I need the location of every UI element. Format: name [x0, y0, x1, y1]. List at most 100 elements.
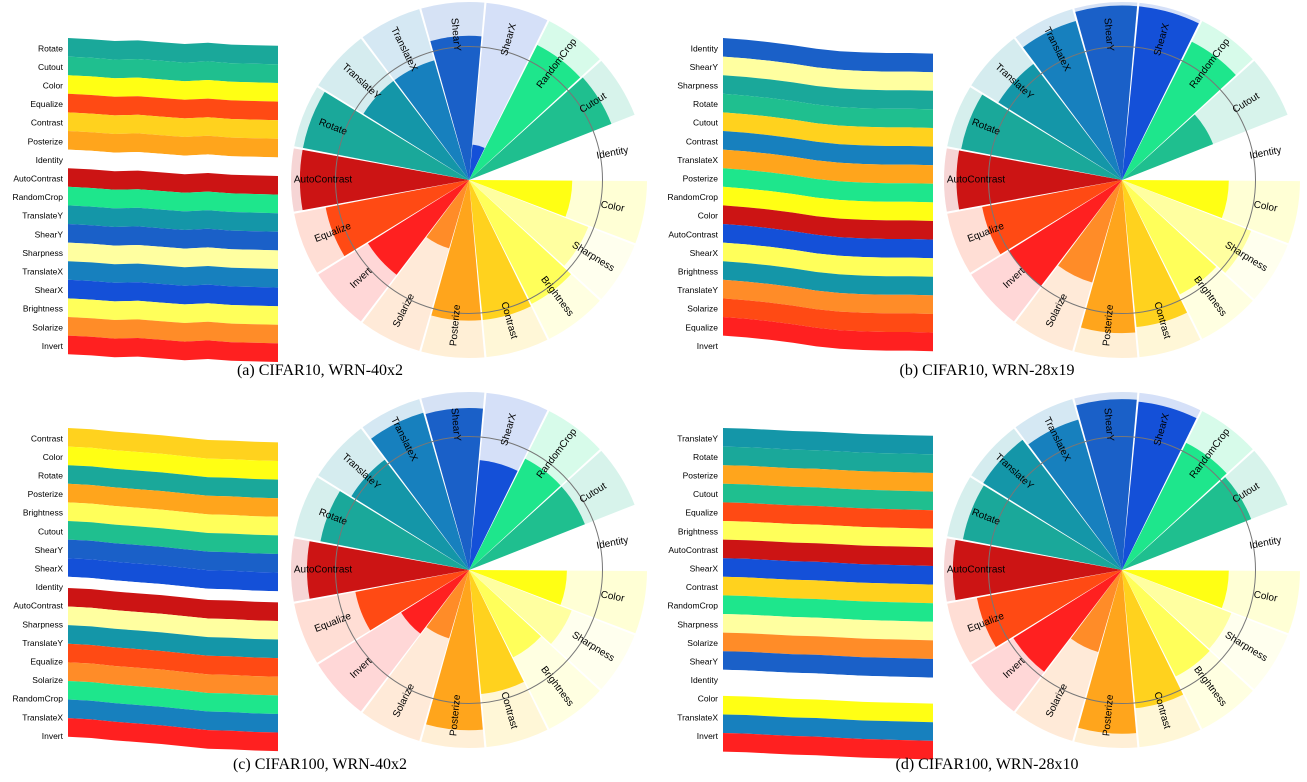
stream-band-contrast — [68, 112, 278, 139]
stream-band-rotate — [68, 465, 278, 499]
rose-wedge-translate-y — [351, 459, 469, 570]
stream-label-contrast: Contrast — [31, 118, 64, 128]
stream-label-brightness: Brightness — [23, 304, 63, 314]
stream-label-contrast: Contrast — [686, 136, 719, 146]
rose-label-color: Color — [600, 589, 626, 604]
stream-label-posterize: Posterize — [28, 136, 64, 146]
rose-wedge-shear-x — [1122, 401, 1197, 570]
stream-label-translate-y: TranslateY — [677, 433, 718, 443]
rose-wedge-translate-y — [998, 64, 1122, 180]
polar-rose-chart-a: ColorSharpnessBrightnessContrastPosteriz… — [291, 1, 647, 358]
stream-band-equalize — [68, 643, 278, 677]
rose-wedge-auto-contrast — [299, 149, 469, 211]
rose-wedge-solarize — [426, 570, 469, 639]
rose-wedge-contrast — [1122, 570, 1184, 709]
stream-band-cutout — [68, 56, 278, 83]
stream-band-translate-x — [723, 131, 933, 166]
rose-wedge-sharpness — [469, 180, 589, 266]
rose-label-posterize: Posterize — [448, 304, 463, 347]
stream-label-brightness: Brightness — [23, 508, 63, 518]
rose-label-shear-y: ShearY — [1101, 18, 1115, 53]
stream-band-cutout — [723, 93, 933, 128]
stream-label-color: Color — [698, 694, 718, 704]
stream-band-shear-y — [68, 539, 278, 573]
stream-label-translate-y: TranslateY — [677, 285, 718, 295]
rose-wedge-shear-y — [1075, 5, 1138, 180]
polar-rose-chart-c: ColorSharpnessBrightnessContrastPosteriz… — [291, 392, 647, 748]
stream-label-shear-y: ShearY — [690, 62, 719, 72]
stream-band-shear-y — [68, 224, 278, 251]
stream-chart-b: Identity ShearY Sharpness Rotate Cutout Contr… — [667, 38, 933, 352]
stream-band-contrast — [68, 428, 278, 461]
rose-wedge-sharpness — [469, 570, 572, 644]
stream-band-posterize — [723, 149, 933, 184]
rose-wedge-rotate — [302, 91, 469, 180]
stream-label-random-crop: RandomCrop — [12, 192, 63, 202]
stream-label-identity: Identity — [36, 155, 64, 165]
stream-label-invert: Invert — [697, 731, 719, 741]
stream-band-auto-contrast — [68, 587, 278, 621]
stream-label-solarize: Solarize — [687, 638, 718, 648]
stream-band-auto-contrast — [723, 205, 933, 240]
stream-label-identity: Identity — [691, 43, 719, 53]
stream-band-shear-x — [68, 558, 278, 592]
rose-bg-identity — [469, 506, 647, 570]
stream-label-brightness: Brightness — [678, 267, 718, 277]
stream-label-translate-x: TranslateX — [22, 712, 63, 722]
stream-band-equalize — [68, 93, 278, 121]
rose-label-shear-y: ShearY — [448, 408, 462, 443]
rose-wedge-cutout — [1122, 114, 1214, 180]
stream-band-brightness — [68, 298, 278, 325]
stream-band-rotate — [723, 75, 933, 110]
stream-label-translate-x: TranslateX — [677, 712, 718, 722]
rose-wedge-rotate — [962, 485, 1122, 570]
stream-band-rotate — [68, 38, 278, 65]
rose-wedge-posterize — [1080, 180, 1136, 334]
stream-label-brightness: Brightness — [678, 526, 718, 536]
stream-band-posterize — [68, 131, 278, 158]
stream-band-sharpness — [723, 614, 933, 641]
stream-band-equalize — [723, 502, 933, 529]
stream-label-shear-x: ShearX — [35, 564, 64, 574]
stream-label-rotate: Rotate — [38, 43, 63, 53]
rose-wedge-posterize — [1078, 570, 1137, 734]
rose-wedge-shear-y — [1076, 399, 1137, 570]
stream-band-random-crop — [723, 168, 933, 203]
stream-label-sharpness: Sharpness — [22, 619, 63, 629]
stream-band-translate-x — [723, 714, 933, 741]
stream-label-sharpness: Sharpness — [22, 248, 63, 258]
rose-wedge-brightness — [1122, 180, 1217, 295]
rose-wedge-color — [1122, 180, 1229, 218]
stream-label-color: Color — [698, 211, 718, 221]
stream-band-random-crop — [68, 680, 278, 714]
stream-band-solarize — [723, 632, 933, 659]
rose-wedge-invert — [367, 180, 469, 275]
rose-wedge-shear-x — [469, 144, 485, 180]
stream-label-cutout: Cutout — [693, 489, 719, 499]
stream-band-posterize — [723, 465, 933, 492]
rose-wedge-color — [469, 180, 573, 217]
stream-label-translate-y: TranslateY — [22, 211, 63, 221]
stream-band-shear-x — [723, 558, 933, 585]
stream-band-sharpness — [723, 56, 933, 91]
rose-label-auto-contrast: AutoContrast — [294, 175, 353, 186]
stream-label-posterize: Posterize — [28, 489, 64, 499]
stream-band-invert — [723, 317, 933, 352]
rose-wedge-random-crop — [469, 44, 581, 180]
stream-band-identity — [68, 149, 278, 176]
stream-label-invert: Invert — [697, 341, 719, 351]
stream-label-translate-x: TranslateX — [22, 267, 63, 277]
rose-label-color: Color — [1253, 589, 1279, 604]
stream-band-cutout — [723, 483, 933, 511]
rose-wedge-equalize — [982, 180, 1122, 255]
stream-label-invert: Invert — [42, 341, 64, 351]
stream-band-shear-x — [68, 279, 278, 307]
rose-wedge-posterize — [431, 180, 482, 321]
rose-wedge-translate-x — [1028, 419, 1122, 570]
rose-wedge-translate-x — [394, 60, 469, 181]
stream-band-translate-y — [68, 205, 278, 232]
stream-label-equalize: Equalize — [685, 508, 718, 518]
rose-wedge-contrast — [1122, 180, 1188, 328]
stream-band-translate-y — [723, 261, 933, 296]
rose-wedge-color — [1122, 570, 1229, 608]
